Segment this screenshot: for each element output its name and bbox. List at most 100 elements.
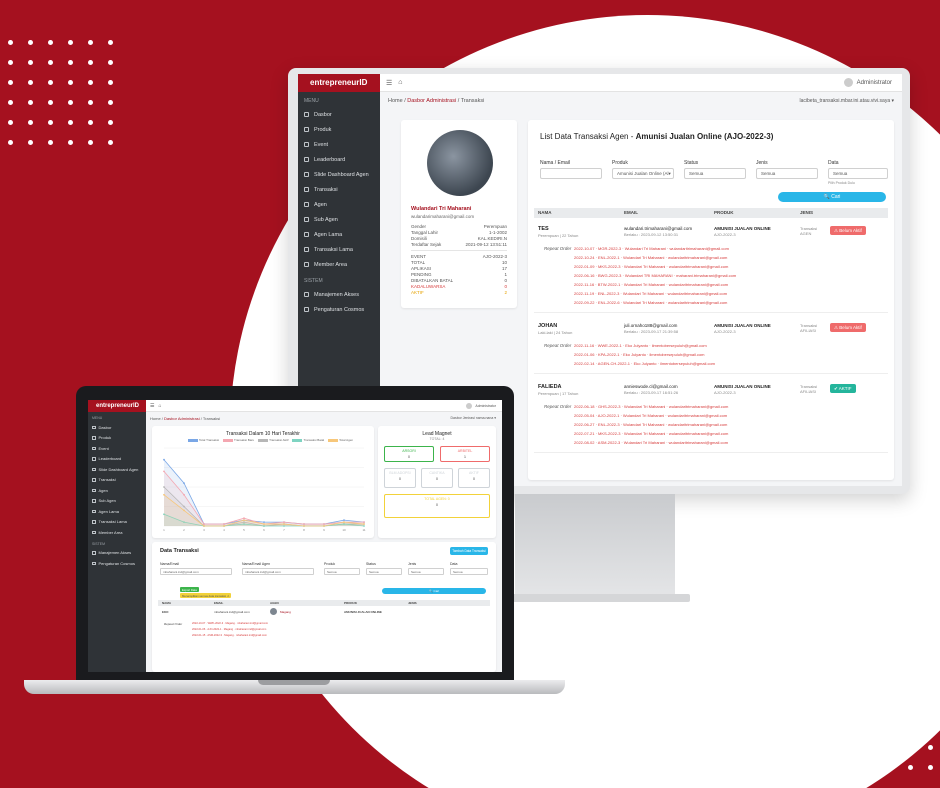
sidebar-item[interactable]: Agen Lama [88,506,146,517]
data-point[interactable] [263,523,265,525]
data-point[interactable] [343,521,345,523]
repeat-order-item[interactable]: 2022-05-04 · AJO-2022-1 · Wulandari Tri … [574,413,728,418]
sidebar-item[interactable]: Agen [88,485,146,496]
breadcrumb-home[interactable]: Home [150,416,161,421]
data-point[interactable] [343,519,345,522]
menu-toggle-icon[interactable]: ☰ [150,402,155,409]
l-filter-name-input[interactable]: mbaharani.ind@gmail.com [160,568,232,575]
data-point[interactable] [303,523,305,525]
data-point[interactable] [183,505,185,508]
filter-name-input[interactable] [540,168,602,179]
data-point[interactable] [183,482,185,484]
avatar[interactable] [466,402,473,409]
repeat-order-item[interactable]: 2022-08-02 · ASM-2022-3 · Wulandari Tri … [574,440,729,445]
data-point[interactable] [203,525,205,527]
data-point[interactable] [183,509,185,512]
l-filter-agen-input[interactable]: mbaharani.ind@gmail.com [242,568,314,575]
repeat-order-item[interactable]: 2022-10-07 · MGR-2022-3 · Wulandari Tri … [574,246,729,251]
legend-item[interactable]: Transaksi Aktif [258,438,288,442]
repeat-order-item[interactable]: 2022-11-19 · ENL-2022-3 · Wulandari Tri … [574,291,728,296]
data-point[interactable] [223,525,225,527]
filter-status-select[interactable]: Semua [684,168,746,179]
legend-item[interactable]: Total Transaksi [188,438,219,442]
data-point[interactable] [183,493,185,496]
sidebar-item[interactable]: Event [88,443,146,454]
sidebar-item[interactable]: Pengaturan Cosmos [88,558,146,569]
sidebar-item[interactable]: Slide Dashboard Agen [88,464,146,475]
data-point[interactable] [283,523,285,525]
data-point[interactable] [263,521,265,523]
repeat-order-item[interactable]: 2022-01-09 · MKS-2022-3 · Wulandari Tri … [574,264,729,269]
breadcrumb-section[interactable]: Dasbor Administrasi [407,98,457,104]
data-point[interactable] [323,525,325,527]
sidebar-item[interactable]: Sub Agen [88,496,146,507]
sidebar-item[interactable]: Transaksi [88,475,146,486]
repeat-order-item[interactable]: 2022-07-21 · MKS-2022-3 · Wulandari Tri … [574,431,729,436]
l-filter-jenis-select[interactable]: Semua [408,568,444,575]
data-point[interactable] [163,493,165,496]
user-name[interactable]: Administrator [856,79,892,86]
user-name[interactable]: Administrator [475,403,496,408]
l-repeat-order-item[interactable]: 2022-01-06 · AJO-2022-1 · Magang · mbaha… [192,628,267,631]
sidebar-item[interactable]: Member Area [298,257,380,272]
data-point[interactable] [163,470,165,473]
legend-item[interactable]: Total Agen [328,438,353,442]
status-badge[interactable]: ✔ AKTIF [830,384,856,393]
sidebar-item[interactable]: Dasbor [298,107,380,122]
sidebar-item[interactable]: Transaksi Lama [88,517,146,528]
data-point[interactable] [263,525,265,527]
filter-jenis-select[interactable]: Semua [756,168,818,179]
l-repeat-order-item[interactable]: 2022-10-07 · WWK-2022-3 · Magang · mbaha… [192,622,269,625]
avatar[interactable] [843,78,853,87]
data-point[interactable] [163,458,165,461]
legend-item[interactable]: Transaksi Baru [223,438,254,442]
repeat-order-item[interactable]: 2022-06-27 · ENL-2022-3 · Wulandari Tri … [574,422,728,427]
sidebar-item[interactable]: Pengaturan Cosmos [298,302,380,317]
data-point[interactable] [283,525,285,527]
laptop-event-select[interactable]: Dasbor Jenirasi nama.nana ▾ [450,416,496,420]
repeat-order-item[interactable]: 2022-09-22 · ENL-2022-6 · Wulandari Tri … [574,300,728,305]
sidebar-item[interactable]: Sub Agen [298,212,380,227]
data-point[interactable] [203,523,205,525]
data-point[interactable] [243,523,245,525]
sidebar-item[interactable]: Transaksi Lama [298,242,380,257]
data-point[interactable] [363,521,365,523]
data-point[interactable] [243,519,245,522]
l-repeat-order-item[interactable]: 2022-01-15 · ASM-2022-3 · Magang · mbaha… [192,634,267,637]
home-icon[interactable]: ⌂ [158,402,162,409]
data-point[interactable] [163,486,165,488]
data-point[interactable] [283,521,285,523]
filter-produk-select[interactable]: Amunisi Jualan Online (Al▾ [612,168,674,179]
sidebar-item[interactable]: Dasbor [88,422,146,433]
repeat-order-item[interactable]: 2022-01-06 · KPA-2022-1 · Eko Julyanto ·… [574,352,705,357]
sidebar-item[interactable]: Leaderboard [88,454,146,465]
data-point[interactable] [243,521,245,523]
repeat-order-item[interactable]: 2022-10-24 · ENL-2022-1 · Wulandari Tri … [574,255,728,260]
data-point[interactable] [183,521,185,523]
sidebar-item[interactable]: Event [298,137,380,152]
search-button[interactable]: 🔍 Cari [778,192,886,202]
add-transaction-button[interactable]: Tambah Data Transaksi [450,547,488,555]
legend-item[interactable]: Transaksi Batal [292,438,324,442]
l-search-button[interactable]: 🔍 Cari [382,588,486,594]
sidebar-item[interactable]: Transaksi [298,182,380,197]
data-point[interactable] [363,523,365,525]
sidebar-item[interactable]: Slide Dashboard Agen [298,167,380,182]
data-point[interactable] [163,513,165,516]
data-point[interactable] [323,523,325,525]
sidebar-item[interactable]: Leaderboard [298,152,380,167]
menu-toggle-icon[interactable]: ☰ [386,79,393,87]
data-point[interactable] [303,525,305,527]
status-badge[interactable]: ⚠ Belum Aktif [830,323,866,332]
l-filter-data-select[interactable]: Semua [450,568,488,575]
sidebar-item[interactable]: Member Area [88,527,146,538]
l-filter-produk-select[interactable]: Semua [324,568,360,575]
breadcrumb-home[interactable]: Home [388,98,403,104]
sidebar-item[interactable]: Manajemen Akses [298,287,380,302]
data-point[interactable] [243,517,245,520]
repeat-order-item[interactable]: 2022-06-16 · BWG-2022-3 · Wulandari TRI … [574,273,737,278]
sidebar-item[interactable]: Manajemen Akses [88,548,146,559]
breadcrumb-section[interactable]: Dasbor Administrasi [164,416,200,421]
repeat-order-item[interactable]: 2022-06-18 · GHS-2022-3 · Wulandari Tri … [574,404,729,409]
repeat-order-item[interactable]: 2022-11-16 · WWE-2022-1 · Eko Julyanto ·… [574,343,707,348]
